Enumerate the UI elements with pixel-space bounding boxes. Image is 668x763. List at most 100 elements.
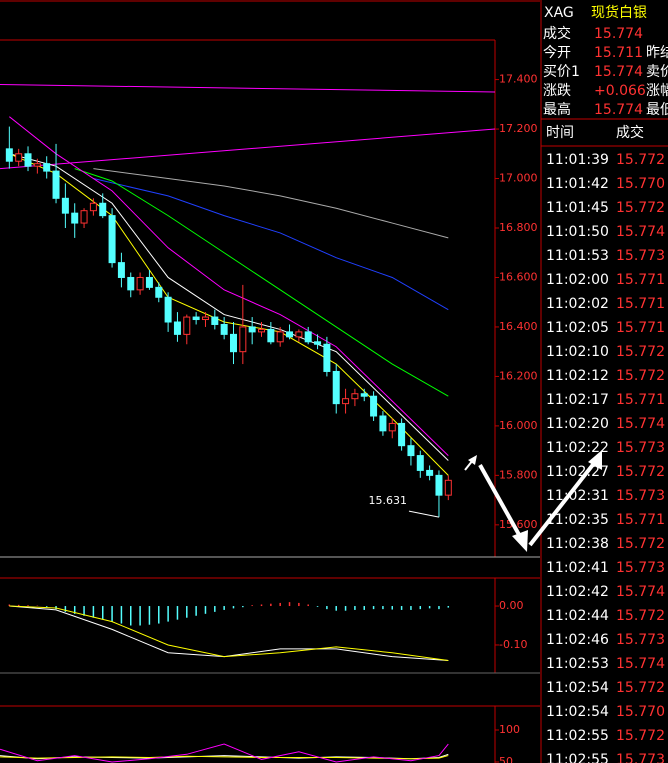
indicator-line	[9, 605, 449, 662]
trades-header: 时间	[546, 125, 574, 141]
indicator-line	[9, 153, 449, 461]
quote-value: 15.774	[594, 64, 643, 80]
trade-time: 11:02:53	[546, 656, 609, 672]
candle-body	[183, 316, 191, 335]
candle-body	[435, 474, 443, 496]
y-tick-label: 100	[499, 723, 520, 736]
candle-body	[173, 321, 181, 335]
candle-body	[286, 331, 294, 338]
trade-time: 11:02:55	[546, 752, 609, 763]
trade-price: 15.772	[616, 368, 665, 384]
indicator-line	[93, 168, 449, 239]
quote-label: 成交	[543, 25, 571, 42]
trade-price: 15.771	[616, 296, 665, 312]
candle-body	[379, 415, 387, 432]
candle-body	[89, 202, 97, 212]
trade-price: 15.773	[616, 560, 665, 576]
trade-time: 11:02:00	[546, 272, 609, 288]
candle-body	[220, 323, 228, 335]
candle-body	[248, 326, 256, 333]
candle-body	[388, 422, 396, 432]
trade-price: 15.774	[616, 416, 665, 432]
y-tick-label: 0.00	[499, 599, 524, 612]
trade-time: 11:02:54	[546, 704, 609, 720]
trade-time: 11:01:53	[546, 248, 609, 264]
candle-body	[127, 276, 135, 291]
trade-time: 11:02:20	[546, 416, 609, 432]
quote-label: 今开	[543, 45, 571, 61]
arrow	[478, 464, 524, 541]
candle-body	[267, 328, 275, 343]
trade-time: 11:02:38	[546, 536, 609, 552]
candle-body	[15, 153, 23, 162]
y-tick-label: 17.200	[499, 122, 538, 135]
quote-extra: 卖价	[646, 64, 668, 80]
annotation: 15.631	[368, 494, 407, 507]
trade-price: 15.774	[616, 656, 665, 672]
quote-label: 买价1	[543, 64, 580, 80]
trade-price: 15.773	[616, 752, 665, 763]
candle-body	[52, 170, 60, 199]
candle-body	[323, 343, 331, 372]
annotation-leader	[408, 510, 440, 518]
candle-body	[136, 276, 144, 291]
trade-price: 15.773	[616, 440, 665, 456]
trade-time: 11:01:42	[546, 176, 609, 192]
candle-body	[407, 445, 415, 457]
candle-body	[229, 333, 237, 353]
indicator-line	[0, 128, 496, 170]
candle-body	[155, 286, 163, 298]
candle-body	[201, 316, 209, 321]
trade-price: 15.771	[616, 392, 665, 408]
candle-body	[342, 398, 350, 405]
trade-price: 15.774	[616, 584, 665, 600]
y-tick-label: 15.800	[499, 468, 538, 481]
trade-price: 15.773	[616, 632, 665, 648]
candle-body	[33, 163, 41, 167]
candle-body	[145, 276, 153, 288]
indicator-line	[9, 605, 449, 662]
candle-body	[108, 215, 116, 264]
candle-body	[164, 296, 172, 323]
trade-price: 15.773	[616, 248, 665, 264]
quote-extra: 昨结	[646, 45, 668, 61]
trade-price: 15.772	[616, 680, 665, 696]
candle-body	[314, 341, 322, 345]
trade-price: 15.770	[616, 704, 665, 720]
quote-value: 15.711	[594, 45, 643, 61]
y-tick-label: -0.10	[499, 638, 527, 651]
candle-body	[444, 479, 452, 496]
indicator-line	[9, 116, 449, 456]
candle-body	[61, 197, 69, 214]
indicator-line	[0, 755, 449, 760]
quote-value: +0.066	[594, 83, 646, 99]
candle-body	[351, 393, 359, 400]
arrows	[464, 450, 602, 552]
arrow-head	[588, 450, 602, 470]
candle-body	[211, 316, 219, 325]
candle-body	[80, 210, 88, 224]
trade-price: 15.771	[616, 272, 665, 288]
trade-time: 11:01:39	[546, 152, 609, 168]
candle-body	[5, 148, 13, 162]
trade-price: 15.772	[616, 728, 665, 744]
quote-label: 涨跌	[543, 83, 571, 99]
trade-time: 11:01:50	[546, 224, 609, 240]
trade-time: 11:02:27	[546, 464, 609, 480]
instrument-name: 现货白银	[591, 4, 647, 21]
quote-value: 15.774	[594, 102, 643, 118]
trade-time: 11:02:42	[546, 584, 609, 600]
y-tick-label: 17.400	[499, 73, 538, 86]
trade-time: 11:02:46	[546, 632, 609, 648]
candle-body	[370, 395, 378, 417]
trade-price: 15.773	[616, 488, 665, 504]
trade-time: 11:02:17	[546, 392, 609, 408]
candle-body	[426, 469, 434, 476]
candle-body	[295, 331, 303, 338]
trade-time: 11:02:31	[546, 488, 609, 504]
trade-price: 15.772	[616, 152, 665, 168]
y-tick-label: 17.000	[499, 172, 538, 185]
